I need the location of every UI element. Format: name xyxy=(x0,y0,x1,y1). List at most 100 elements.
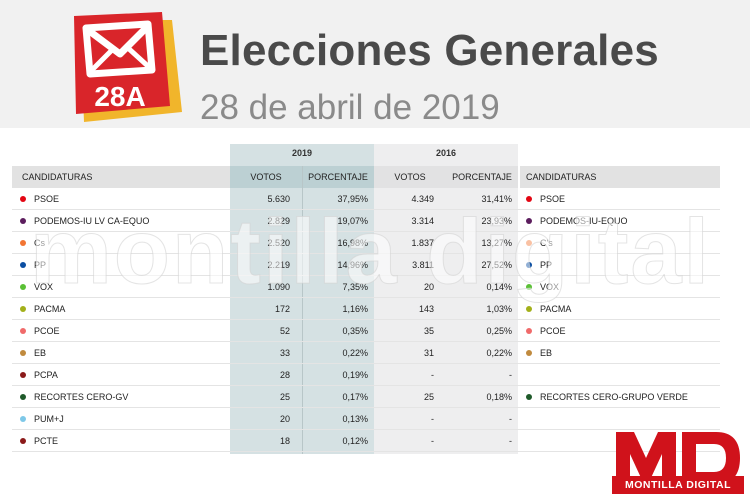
column-divider xyxy=(302,166,303,454)
porcentaje-2016: 0,18% xyxy=(486,392,512,402)
party-name: RECORTES CERO-GV xyxy=(34,392,129,402)
porcentaje-2016: - xyxy=(509,370,512,380)
party-color-dot xyxy=(20,306,26,312)
porcentaje-2016: 0,25% xyxy=(486,326,512,336)
porcentaje-2016: 27,52% xyxy=(481,260,512,270)
table-row: PSOE 5.630 37,95% 4.349 31,41% PSOE xyxy=(12,188,720,210)
votos-2019: 1.090 xyxy=(267,282,290,292)
votos-2019: 28 xyxy=(279,370,290,380)
column-2016-background xyxy=(374,144,518,454)
party-color-dot xyxy=(20,196,26,202)
table-row: PACMA 172 1,16% 143 1,03% PACMA xyxy=(12,298,720,320)
party-color-dot xyxy=(20,284,26,290)
party-color-dot xyxy=(20,350,26,356)
porcentaje-2019: 0,13% xyxy=(342,414,368,424)
party-2016-name: RECORTES CERO-GRUPO VERDE xyxy=(540,392,688,402)
votos-2016: 31 xyxy=(423,348,434,358)
party-2016-color-dot xyxy=(526,196,532,202)
party-2016-color-dot xyxy=(526,328,532,334)
votos-2016: 3.811 xyxy=(412,260,434,270)
header-porcentaje-2019: PORCENTAJE xyxy=(308,172,368,182)
header-votos-2019: VOTOS xyxy=(250,172,282,182)
porcentaje-2019: 0,12% xyxy=(342,436,368,446)
party-2016-color-dot xyxy=(526,394,532,400)
md-brand-logo xyxy=(616,432,740,484)
table-row: PCPA 28 0,19% - - xyxy=(12,364,720,386)
watermark-text: montilla digital xyxy=(29,201,712,304)
porcentaje-2016: 0,22% xyxy=(486,348,512,358)
votos-2019: 5.630 xyxy=(267,194,290,204)
party-2016-color-dot xyxy=(526,350,532,356)
porcentaje-2019: 0,19% xyxy=(342,370,368,380)
votos-2019: 172 xyxy=(274,304,290,314)
porcentaje-2016: 0,14% xyxy=(486,282,512,292)
results-table: 2019 2016 CANDIDATURAS VOTOS PORCENTAJE … xyxy=(12,144,720,454)
votos-2019: 20 xyxy=(279,414,290,424)
table-header-row: CANDIDATURAS VOTOS PORCENTAJE VOTOS PORC… xyxy=(12,166,720,188)
votos-2016: - xyxy=(431,370,434,380)
party-name: PCOE xyxy=(34,326,60,336)
header-candidaturas-right: CANDIDATURAS xyxy=(526,172,597,182)
party-name: PCTE xyxy=(34,436,59,446)
votos-2019: 52 xyxy=(279,326,290,336)
header-candidaturas-left: CANDIDATURAS xyxy=(22,172,93,182)
party-2016-name: EB xyxy=(540,348,553,358)
votos-2016: 1.837 xyxy=(411,238,434,248)
votos-2016: 20 xyxy=(423,282,434,292)
party-name: PACMA xyxy=(34,304,66,314)
porcentaje-2019: 0,17% xyxy=(342,392,368,402)
party-2016-name: C's xyxy=(540,238,553,248)
porcentaje-2019: 16,98% xyxy=(337,238,368,248)
party-color-dot xyxy=(20,372,26,378)
table-row: PP 2.219 14,96% 3.811 27,52% PP xyxy=(12,254,720,276)
party-color-dot xyxy=(20,240,26,246)
year-2019-label: 2019 xyxy=(291,148,313,158)
table-row: PUM+J 20 0,13% - - xyxy=(12,408,720,430)
votos-2019: 25 xyxy=(279,392,290,402)
votos-2016: 143 xyxy=(418,304,434,314)
header-porcentaje-2016: PORCENTAJE xyxy=(452,172,512,182)
party-2016-name: VOX xyxy=(540,282,560,292)
logo-text: 28A xyxy=(94,81,145,112)
party-2016-color-dot xyxy=(526,262,532,268)
porcentaje-2016: 31,41% xyxy=(481,194,512,204)
table-row: PCOE 52 0,35% 35 0,25% PCOE xyxy=(12,320,720,342)
party-color-dot xyxy=(20,328,26,334)
party-name: VOX xyxy=(34,282,54,292)
votos-2016: 25 xyxy=(423,392,434,402)
party-2016-name: PODEMOS-IU-EQUO xyxy=(540,216,628,226)
votos-2016: - xyxy=(431,414,434,424)
party-name: PODEMOS-IU LV CA-EQUO xyxy=(34,216,150,226)
table-row: RECORTES CERO-GV 25 0,17% 25 0,18% RECORTES C… xyxy=(12,386,720,408)
porcentaje-2019: 1,16% xyxy=(342,304,368,314)
votos-2016: 4.349 xyxy=(411,194,434,204)
porcentaje-2019: 37,95% xyxy=(337,194,368,204)
party-color-dot xyxy=(20,394,26,400)
party-2016-color-dot xyxy=(526,240,532,246)
votos-2016: - xyxy=(431,436,434,446)
table-row: Cs 2.520 16,98% 1.837 13,27% C's xyxy=(12,232,720,254)
votos-2019: 2.520 xyxy=(267,238,290,248)
votos-2019: 33 xyxy=(279,348,290,358)
party-2016-name: PSOE xyxy=(540,194,566,204)
porcentaje-2019: 0,22% xyxy=(342,348,368,358)
porcentaje-2019: 14,96% xyxy=(337,260,368,270)
votos-2019: 18 xyxy=(279,436,290,446)
porcentaje-2019: 19,07% xyxy=(337,216,368,226)
party-name: PCPA xyxy=(34,370,58,380)
votos-2016: 3.314 xyxy=(411,216,434,226)
party-color-dot xyxy=(20,438,26,444)
porcentaje-2016: - xyxy=(509,436,512,446)
party-color-dot xyxy=(20,416,26,422)
porcentaje-2016: 1,03% xyxy=(486,304,512,314)
party-name: PUM+J xyxy=(34,414,64,424)
porcentaje-2019: 7,35% xyxy=(342,282,368,292)
header-votos-2016: VOTOS xyxy=(394,172,426,182)
porcentaje-2016: - xyxy=(509,414,512,424)
votos-2016: 35 xyxy=(423,326,434,336)
table-row: EB 33 0,22% 31 0,22% EB xyxy=(12,342,720,364)
election-mail-logo: 28A xyxy=(74,12,182,122)
party-name: PP xyxy=(34,260,47,270)
table-row: VOX 1.090 7,35% 20 0,14% VOX xyxy=(12,276,720,298)
party-2016-name: PACMA xyxy=(540,304,572,314)
